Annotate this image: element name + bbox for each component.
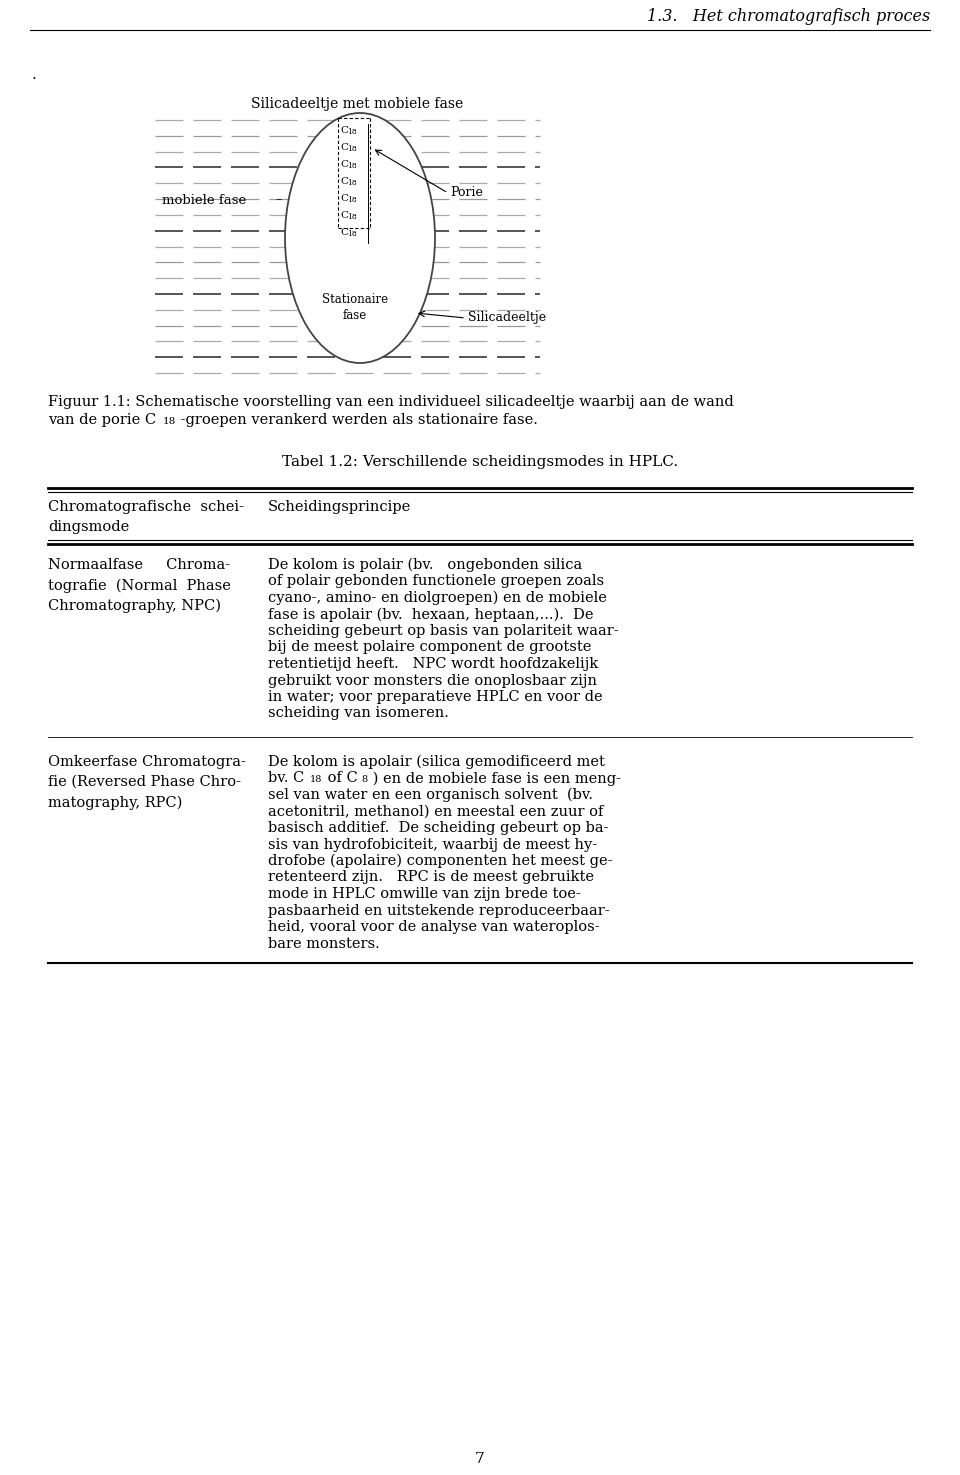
Text: .: . — [32, 68, 36, 83]
Ellipse shape — [285, 114, 435, 363]
Text: Scheidingsprincipe: Scheidingsprincipe — [268, 500, 411, 513]
Text: –: – — [275, 193, 281, 206]
Text: Normaalfase     Chroma-
tografie  (Normal  Phase
Chromatography, NPC): Normaalfase Chroma- tografie (Normal Pha… — [48, 558, 230, 614]
Text: De kolom is polair (bv.   ongebonden silica: De kolom is polair (bv. ongebonden silic… — [268, 558, 583, 572]
Text: bij de meest polaire component de grootste: bij de meest polaire component de groots… — [268, 640, 591, 655]
Text: C: C — [340, 229, 348, 237]
Text: 18: 18 — [347, 162, 357, 170]
Text: of C: of C — [323, 771, 358, 786]
Text: C: C — [340, 143, 348, 152]
Text: 18: 18 — [347, 178, 357, 187]
Text: C: C — [340, 211, 348, 220]
Text: Silicadeeltje met mobiele fase: Silicadeeltje met mobiele fase — [252, 97, 464, 111]
Text: 1.3.   Het chromatografisch proces: 1.3. Het chromatografisch proces — [647, 7, 930, 25]
Text: 18: 18 — [310, 776, 323, 785]
Text: C: C — [340, 195, 348, 204]
Text: Chromatografische  schei-
dingsmode: Chromatografische schei- dingsmode — [48, 500, 244, 534]
Text: 18: 18 — [347, 128, 357, 136]
Text: Omkeerfase Chromatogra-
fie (Reversed Phase Chro-
matography, RPC): Omkeerfase Chromatogra- fie (Reversed Ph… — [48, 755, 246, 810]
Text: Porie: Porie — [450, 186, 483, 199]
Text: Tabel 1.2: Verschillende scheidingsmodes in HPLC.: Tabel 1.2: Verschillende scheidingsmodes… — [282, 454, 678, 469]
Text: 8: 8 — [361, 776, 367, 785]
Text: ) en de mobiele fase is een meng-: ) en de mobiele fase is een meng- — [368, 771, 621, 786]
Text: mobiele fase: mobiele fase — [162, 193, 247, 206]
Text: mode in HPLC omwille van zijn brede toe-: mode in HPLC omwille van zijn brede toe- — [268, 886, 581, 901]
Text: 18: 18 — [347, 145, 357, 153]
Text: scheiding gebeurt op basis van polariteit waar-: scheiding gebeurt op basis van polaritei… — [268, 624, 618, 639]
Text: bare monsters.: bare monsters. — [268, 937, 380, 950]
Text: retenteerd zijn.   RPC is de meest gebruikte: retenteerd zijn. RPC is de meest gebruik… — [268, 870, 594, 885]
Text: pasbaarheid en uitstekende reproduceerbaar-: pasbaarheid en uitstekende reproduceerba… — [268, 904, 610, 917]
Text: heid, vooral voor de analyse van wateroplos-: heid, vooral voor de analyse van waterop… — [268, 920, 600, 934]
Text: drofobe (apolaire) componenten het meest ge-: drofobe (apolaire) componenten het meest… — [268, 854, 612, 869]
Text: Silicadeeltje: Silicadeeltje — [468, 311, 546, 324]
Text: fase is apolair (bv.  hexaan, heptaan,...).  De: fase is apolair (bv. hexaan, heptaan,...… — [268, 608, 593, 622]
Text: C: C — [340, 177, 348, 186]
Text: -groepen verankerd werden als stationaire fase.: -groepen verankerd werden als stationair… — [176, 413, 538, 426]
Text: acetonitril, methanol) en meestal een zuur of: acetonitril, methanol) en meestal een zu… — [268, 804, 604, 819]
Text: 18: 18 — [347, 230, 357, 237]
Text: cyano-, amino- en diolgroepen) en de mobiele: cyano-, amino- en diolgroepen) en de mob… — [268, 591, 607, 605]
Text: Stationaire
fase: Stationaire fase — [322, 294, 388, 322]
Text: van de porie C: van de porie C — [48, 413, 156, 426]
Text: basisch additief.  De scheiding gebeurt op ba-: basisch additief. De scheiding gebeurt o… — [268, 822, 609, 835]
Text: De kolom is apolair (silica gemodificeerd met: De kolom is apolair (silica gemodificeer… — [268, 755, 605, 770]
Text: 7: 7 — [475, 1451, 485, 1466]
Text: C: C — [340, 125, 348, 136]
Text: bv. C: bv. C — [268, 771, 304, 786]
Text: sis van hydrofobiciteit, waarbij de meest hy-: sis van hydrofobiciteit, waarbij de mees… — [268, 838, 597, 851]
Text: gebruikt voor monsters die onoplosbaar zijn: gebruikt voor monsters die onoplosbaar z… — [268, 674, 597, 687]
Text: 18: 18 — [163, 417, 177, 426]
Text: 18: 18 — [347, 196, 357, 204]
Text: sel van water en een organisch solvent  (bv.: sel van water en een organisch solvent (… — [268, 788, 593, 802]
Text: Figuur 1.1: Schematische voorstelling van een individueel silicadeeltje waarbij : Figuur 1.1: Schematische voorstelling va… — [48, 395, 733, 409]
Text: of polair gebonden functionele groepen zoals: of polair gebonden functionele groepen z… — [268, 574, 604, 589]
Text: retentietijd heeft.   NPC wordt hoofdzakelijk: retentietijd heeft. NPC wordt hoofdzakel… — [268, 656, 598, 671]
Text: C: C — [340, 159, 348, 170]
Text: 18: 18 — [347, 212, 357, 221]
Text: in water; voor preparatieve HPLC en voor de: in water; voor preparatieve HPLC en voor… — [268, 690, 603, 704]
Text: scheiding van isomeren.: scheiding van isomeren. — [268, 707, 449, 720]
